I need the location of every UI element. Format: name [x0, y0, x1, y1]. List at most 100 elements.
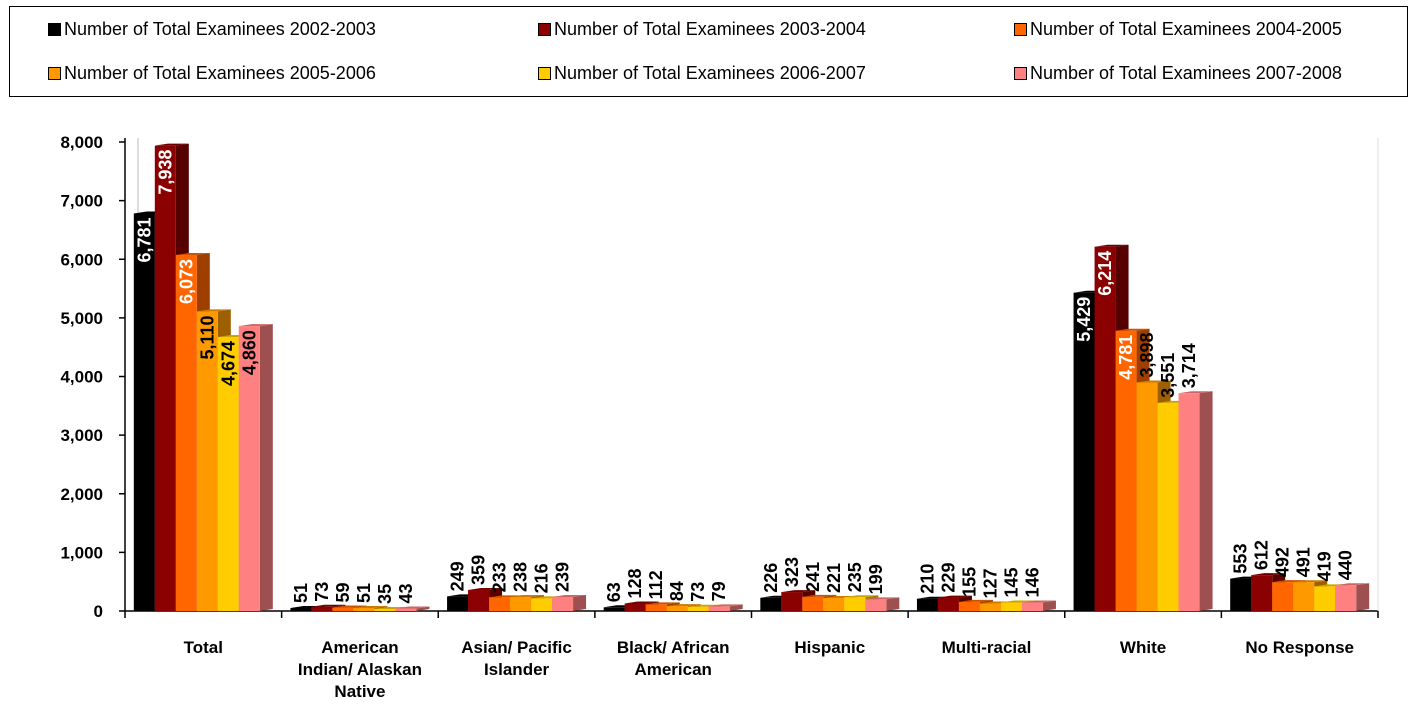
bar — [603, 607, 625, 611]
legend-item: Number of Total Examinees 2002-2003 — [48, 19, 376, 40]
legend-label: Number of Total Examinees 2005-2006 — [64, 63, 376, 83]
bar — [708, 606, 730, 611]
data-label: 4,781 — [1116, 335, 1136, 380]
x-category-label: Hispanic — [794, 638, 865, 657]
bar — [395, 608, 417, 611]
bar-top — [937, 595, 972, 598]
x-category-label: Asian/ Pacific Islander — [461, 638, 572, 679]
data-label: 84 — [667, 581, 687, 601]
bar — [1115, 330, 1137, 611]
bar-side — [259, 324, 273, 611]
bar — [666, 606, 688, 611]
bar-top — [1251, 573, 1286, 576]
data-label: 229 — [938, 563, 958, 593]
bar-top — [175, 252, 210, 255]
data-label: 6,214 — [1095, 251, 1115, 296]
data-label: 43 — [396, 583, 416, 603]
data-label: 73 — [688, 582, 708, 602]
data-label: 233 — [490, 562, 510, 592]
bar — [154, 145, 176, 611]
bar — [353, 608, 375, 611]
data-label: 3,551 — [1158, 353, 1178, 398]
bar — [1021, 602, 1043, 611]
data-label: 210 — [917, 564, 937, 594]
legend-item: Number of Total Examinees 2006-2007 — [538, 63, 866, 84]
data-label: 440 — [1336, 550, 1356, 580]
bar — [552, 596, 574, 611]
bar-top — [865, 597, 900, 600]
bar — [1000, 602, 1022, 611]
legend-swatch — [48, 67, 61, 80]
bar — [1073, 292, 1095, 611]
x-category-label: White — [1120, 638, 1166, 657]
legend-item: Number of Total Examinees 2004-2005 — [1014, 19, 1342, 40]
bar — [781, 592, 803, 611]
bar-top — [1272, 580, 1307, 583]
bar-top — [489, 595, 524, 598]
data-label: 226 — [761, 563, 781, 593]
bar-top — [353, 606, 388, 609]
bar — [489, 597, 511, 611]
bar-top — [1136, 380, 1171, 383]
x-category-label: Black/ African American — [617, 638, 730, 679]
data-label: 128 — [625, 568, 645, 598]
data-label: 73 — [312, 582, 332, 602]
data-label: 323 — [782, 557, 802, 587]
bar-top — [332, 605, 367, 608]
bar — [217, 336, 239, 611]
bar — [865, 599, 887, 611]
data-label: 4,674 — [218, 341, 238, 386]
legend-label: Number of Total Examinees 2006-2007 — [554, 63, 866, 83]
data-label: 249 — [448, 561, 468, 591]
bar — [1272, 582, 1294, 611]
data-label: 419 — [1315, 551, 1335, 581]
bar-top — [468, 587, 503, 590]
data-label: 5,110 — [197, 315, 217, 359]
data-label: 491 — [1294, 547, 1314, 577]
bar-top — [395, 606, 430, 609]
bar — [844, 597, 866, 611]
legend-label: Number of Total Examinees 2007-2008 — [1030, 63, 1342, 83]
bar-top — [510, 595, 545, 598]
bar — [238, 326, 260, 611]
y-tick-label: 1,000 — [60, 543, 103, 562]
bar-side — [416, 606, 430, 611]
bar — [1157, 402, 1179, 611]
legend-swatch — [1014, 23, 1027, 36]
bar-top — [1293, 580, 1328, 583]
data-label: 239 — [553, 562, 573, 592]
bar — [687, 606, 709, 611]
bar — [374, 608, 396, 611]
data-label: 238 — [511, 562, 531, 592]
bar-top — [708, 604, 743, 607]
bar — [133, 213, 155, 612]
bar — [531, 598, 553, 611]
data-label: 3,714 — [1179, 343, 1199, 388]
legend-label: Number of Total Examinees 2004-2005 — [1030, 19, 1342, 39]
bar-top — [802, 594, 837, 597]
data-label: 3,898 — [1137, 332, 1157, 377]
bar — [1314, 586, 1336, 611]
bar — [1178, 393, 1200, 611]
y-tick-label: 5,000 — [60, 309, 103, 328]
bar-side — [886, 597, 900, 611]
bar-top — [1335, 583, 1370, 586]
data-label: 112 — [646, 570, 666, 599]
bar — [979, 603, 1001, 611]
data-label: 6,781 — [134, 217, 154, 262]
data-label: 492 — [1273, 547, 1293, 577]
legend-item: Number of Total Examinees 2007-2008 — [1014, 63, 1342, 84]
data-label: 235 — [845, 562, 865, 592]
bar — [645, 604, 667, 611]
bar-top — [1000, 600, 1035, 603]
y-tick-label: 8,000 — [60, 133, 103, 152]
legend-label: Number of Total Examinees 2002-2003 — [64, 19, 376, 39]
bar-top — [844, 595, 879, 598]
x-category-label: No Response — [1245, 638, 1354, 657]
bar-side — [729, 604, 743, 611]
bar-top — [374, 606, 409, 609]
bar — [175, 254, 197, 611]
x-category-label: Total — [184, 638, 223, 657]
bar-top — [1021, 600, 1056, 603]
